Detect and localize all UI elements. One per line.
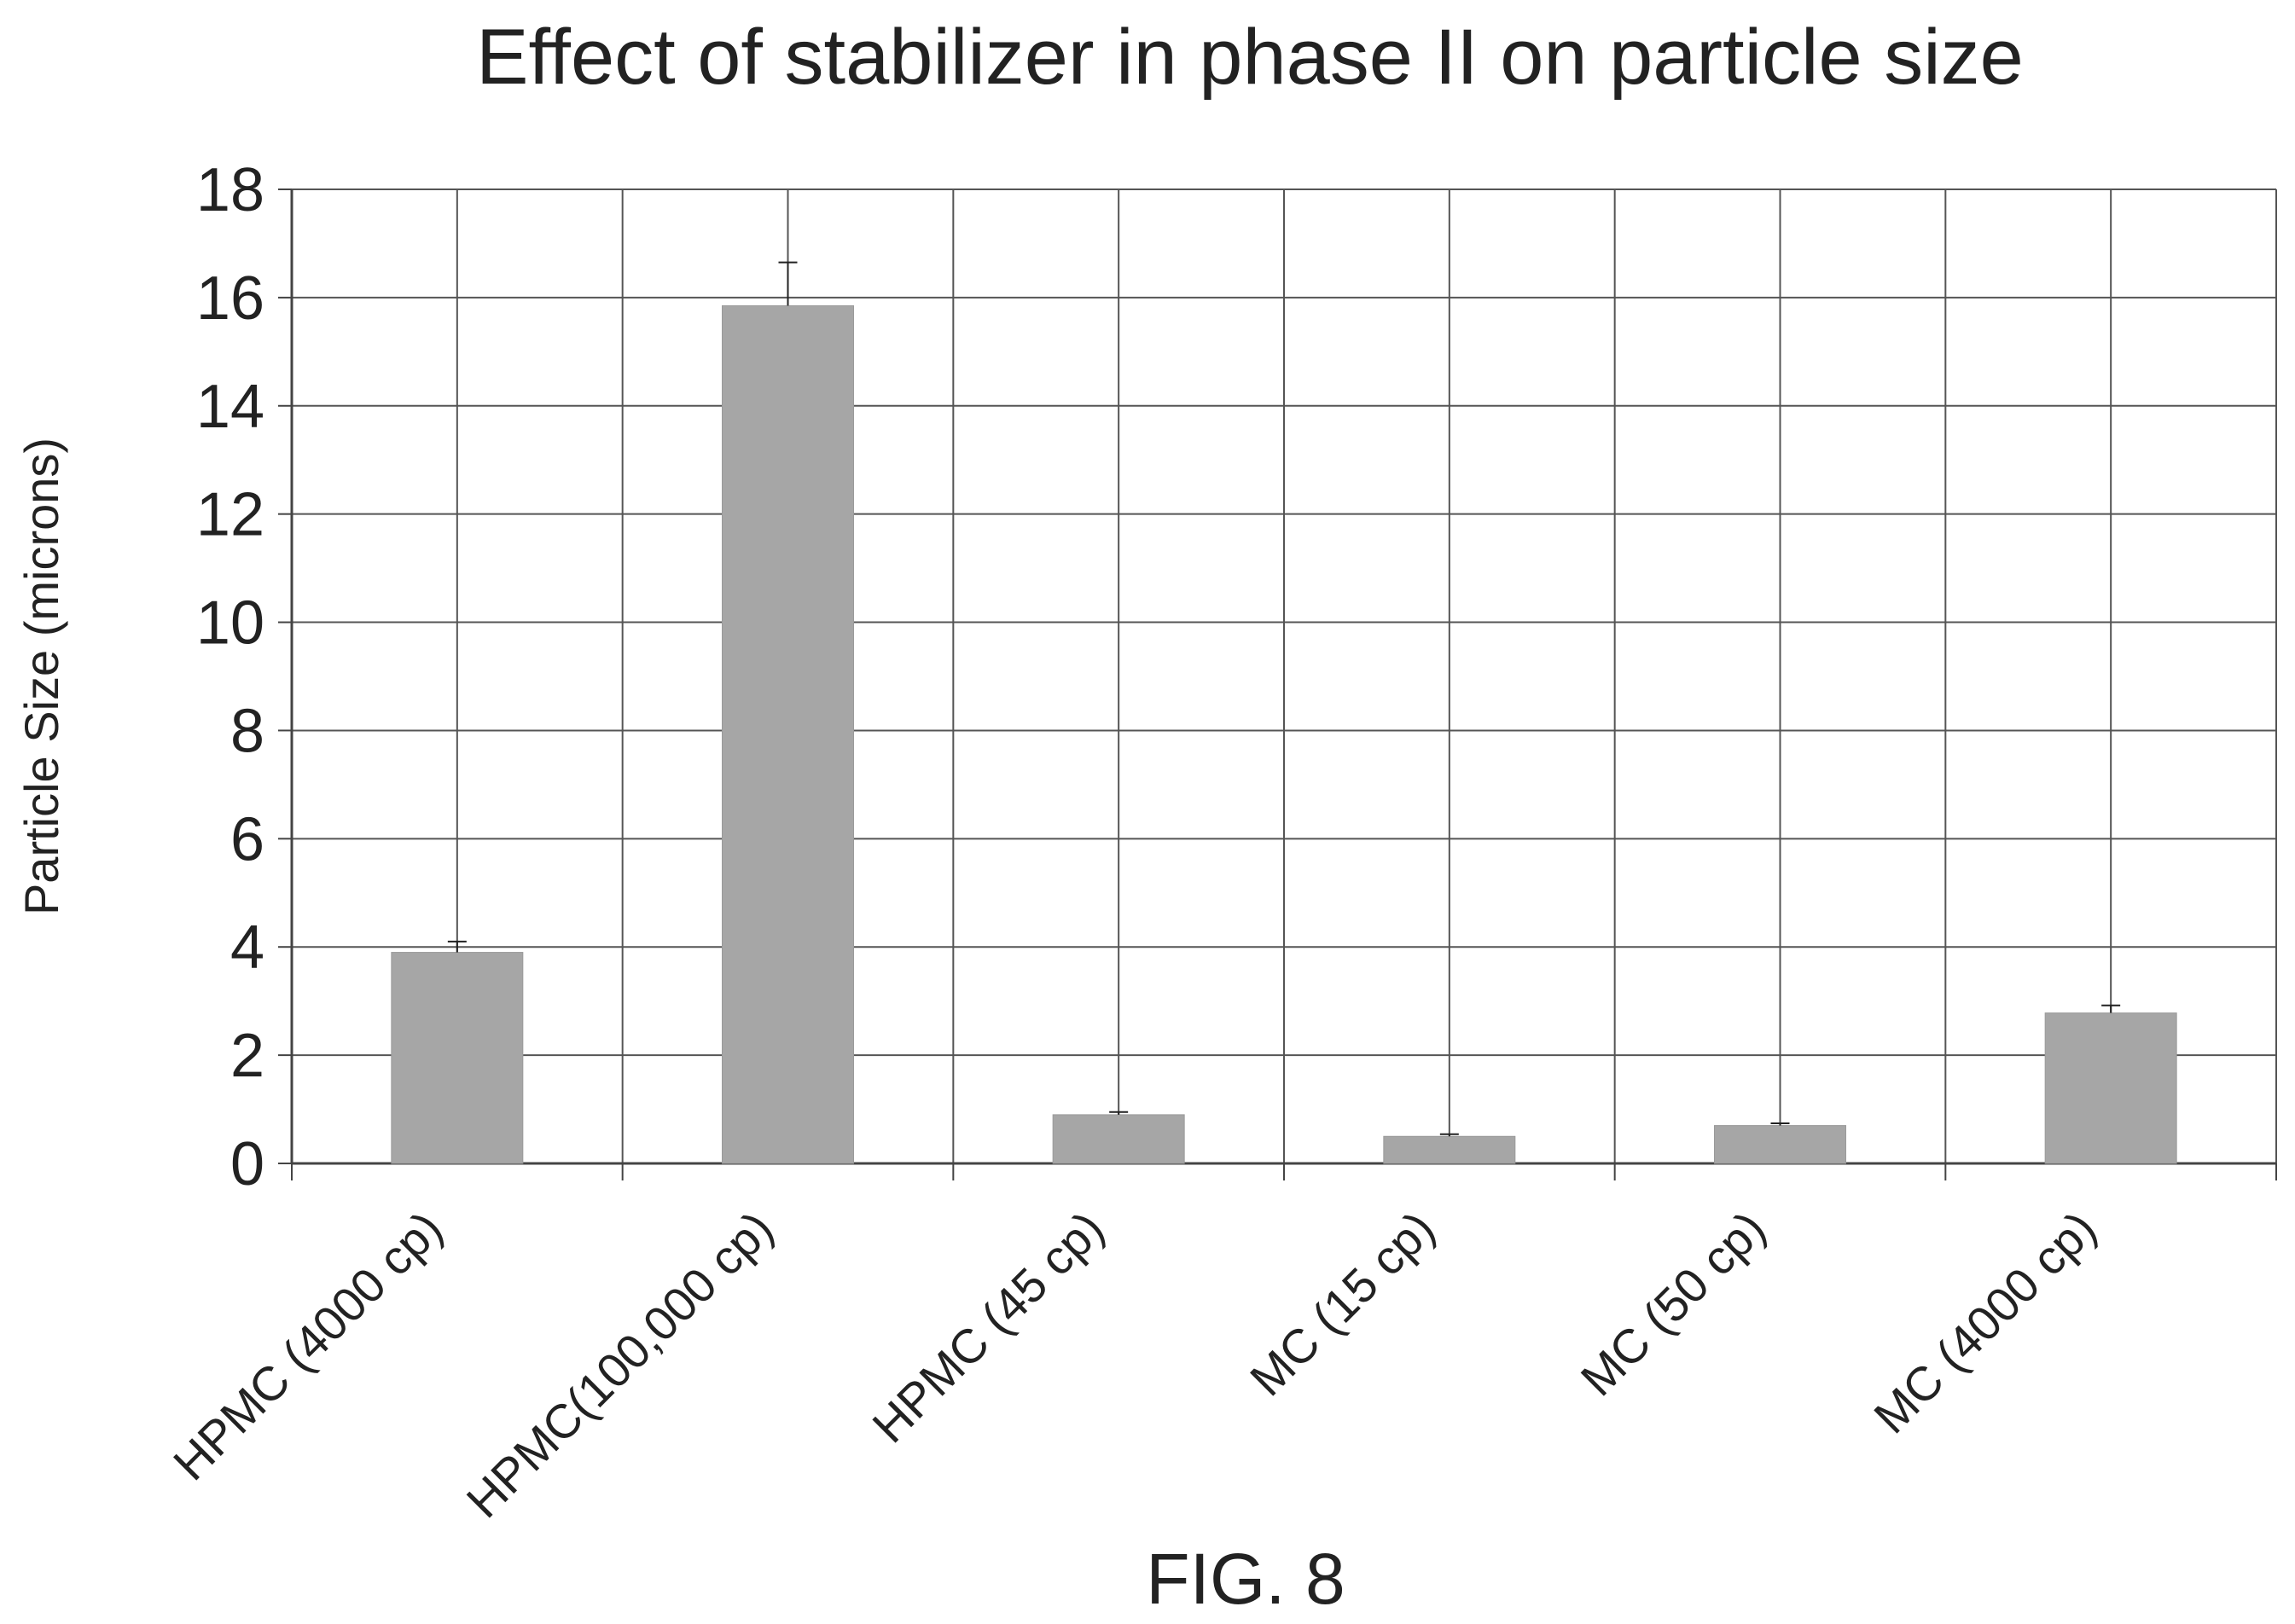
- y-tick-label: 12: [196, 481, 264, 549]
- bars: [391, 304, 2177, 1164]
- y-axis-label: Particle Size (microns): [15, 438, 68, 915]
- bar: [1714, 1125, 1846, 1164]
- bar: [1383, 1135, 1516, 1164]
- y-tick-label: 10: [196, 589, 264, 658]
- x-tick-label: HPMC (45 cp): [862, 1201, 1113, 1453]
- bar: [722, 304, 854, 1164]
- bar: [391, 952, 524, 1164]
- bar: [2044, 1012, 2177, 1164]
- chart-title: Effect of stabilizer in phase II on part…: [476, 14, 2024, 101]
- x-tick-label: HPMC(100,000 cp): [456, 1201, 783, 1528]
- y-tick-label: 0: [230, 1130, 264, 1198]
- x-tick-label: MC (4000 cp): [1863, 1201, 2106, 1443]
- x-tick-labels: HPMC (4000 cp) HPMC(100,000 cp) HPMC (45 c…: [163, 1201, 2106, 1528]
- y-tick-label: 18: [196, 156, 264, 224]
- bar: [1052, 1114, 1185, 1164]
- y-tick-label: 8: [230, 697, 264, 765]
- y-tick-label: 16: [196, 264, 264, 333]
- grid-lines: [291, 188, 2277, 1163]
- y-tick-label: 14: [196, 373, 264, 441]
- figure-caption: FIG. 8: [1146, 1539, 1345, 1619]
- y-tick-label: 6: [230, 805, 264, 873]
- x-tick-label: MC (50 cp): [1571, 1201, 1775, 1406]
- axes: [278, 188, 2277, 1180]
- x-tick-label: MC (15 cp): [1240, 1201, 1444, 1406]
- error-bars: [447, 261, 2121, 1137]
- y-tick-label: 4: [230, 914, 264, 982]
- y-tick-label: 2: [230, 1022, 264, 1090]
- y-tick-labels: 0 2 4 6 8 10 12 14 16 18: [196, 156, 264, 1198]
- x-tick-label: HPMC (4000 cp): [163, 1201, 452, 1490]
